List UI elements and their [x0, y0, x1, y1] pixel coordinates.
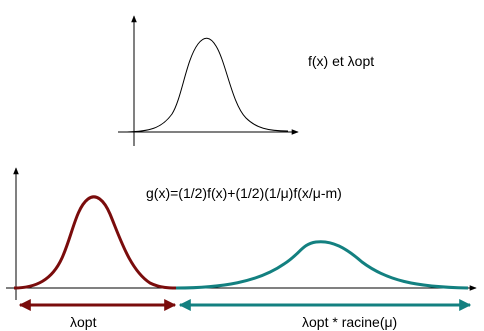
formula: g(x)=(1/2)f(x)+(1/2)(1/μ)f(x/μ-m) — [146, 185, 342, 201]
right-arrow-label: λopt * racine(μ) — [302, 314, 397, 330]
top-plot-label: f(x) et λopt — [308, 53, 374, 69]
right-gaussian-curve — [175, 240, 469, 290]
bottom-plot: g(x)=(1/2)f(x)+(1/2)(1/μ)f(x/μ-m) λopt λ… — [6, 167, 477, 330]
top-gaussian-curve — [121, 37, 289, 133]
left-gaussian-curve — [13, 195, 177, 290]
top-plot: f(x) et λopt — [118, 15, 374, 146]
left-arrow-label: λopt — [70, 314, 97, 330]
